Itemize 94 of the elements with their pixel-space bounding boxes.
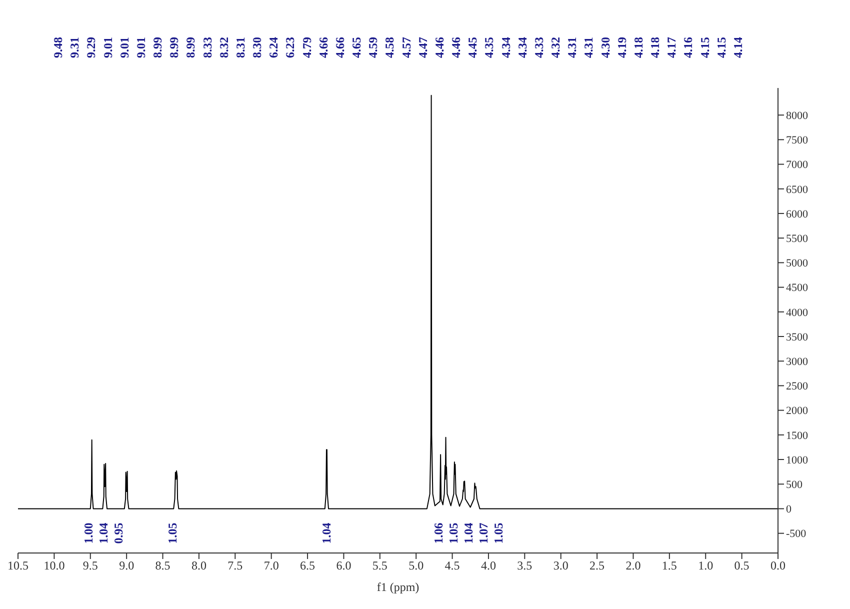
text: 8.31: [233, 37, 248, 58]
y-tick-label: 7000: [786, 159, 808, 172]
x-tick-label: 4.5: [444, 558, 460, 573]
text: 4.30: [598, 37, 612, 58]
x-tick-label: 6.0: [336, 558, 352, 573]
text: 9.31: [68, 37, 82, 58]
y-tick-label: 2500: [786, 380, 808, 393]
text: 4.47: [416, 37, 430, 58]
text: 4.65: [350, 37, 364, 58]
text: 4.34: [515, 37, 530, 58]
text: 4.35: [482, 37, 496, 58]
y-tick-label: 1500: [786, 430, 808, 442]
text: 9.01: [117, 37, 132, 58]
text: 8.33: [200, 37, 214, 58]
y-tick-label: 7500: [786, 134, 808, 147]
x-tick-label: 5.5: [372, 558, 388, 573]
text: 4.15: [698, 37, 712, 58]
annotation: 1.05: [492, 522, 506, 544]
x-tick-label: 7.0: [264, 558, 279, 573]
text: 4.18: [631, 37, 646, 58]
y-tick-label: 6500: [786, 184, 808, 196]
annotation: 1.05: [446, 522, 461, 544]
text: 4.16: [681, 37, 696, 58]
y-tick-label: -500: [786, 528, 807, 540]
x-tick-label: 3.5: [517, 558, 532, 573]
text: 8.99: [184, 37, 198, 58]
text: 4.66: [316, 37, 330, 58]
x-axis-title: f1 (ppm): [376, 580, 420, 594]
x-tick-label: 5.0: [408, 558, 424, 573]
annotation: 1.04: [320, 522, 334, 544]
text: 4.59: [366, 37, 380, 58]
text: 8.30: [250, 37, 264, 58]
text: 9.01: [100, 37, 115, 58]
text: 4.33: [532, 37, 546, 58]
text: 4.58: [382, 37, 397, 58]
text: 6.24: [266, 37, 281, 58]
x-tick-label: 10.0: [44, 558, 65, 573]
text: 4.31: [582, 37, 596, 58]
annotation: 1.07: [476, 522, 491, 544]
text: 8.99: [167, 37, 182, 58]
text: 4.46: [449, 37, 464, 58]
text: 4.14: [731, 37, 745, 58]
y-tick-label: 3000: [786, 356, 808, 368]
y-tick-label: 4500: [786, 282, 808, 294]
x-tick-label: 3.0: [553, 558, 568, 573]
text: 4.34: [498, 37, 513, 58]
x-tick-label: 7.5: [228, 558, 243, 573]
x-tick-label: 9.0: [119, 558, 134, 573]
annotation: 0.95: [111, 522, 126, 544]
annotation: 1.06: [432, 522, 446, 544]
text: 8.32: [216, 37, 231, 58]
y-tick-label: 6000: [786, 208, 808, 220]
x-tick-label: 9.5: [82, 558, 98, 573]
annotation: 1.04: [96, 522, 110, 544]
x-tick-label: 1.0: [698, 558, 714, 573]
text: 4.15: [714, 37, 728, 58]
text: 4.17: [664, 37, 679, 58]
annotation: 1.05: [165, 522, 180, 544]
y-tick-label: 500: [786, 479, 803, 492]
text: 6.23: [283, 37, 298, 58]
y-tick-label: 0: [786, 504, 792, 516]
y-tick-label: 5500: [786, 232, 808, 245]
x-tick-label: 1.5: [662, 558, 677, 573]
x-tick-label: 2.0: [626, 558, 641, 573]
x-tick-label: 6.5: [300, 558, 316, 573]
x-tick-label: 10.5: [8, 558, 28, 573]
annotation: 1.00: [81, 522, 96, 544]
x-tick-label: 4.0: [480, 558, 496, 573]
text: 9.29: [84, 37, 98, 58]
text: 4.31: [565, 37, 580, 58]
text: 9.48: [51, 37, 65, 58]
y-tick-label: 3500: [786, 331, 808, 344]
line-series: [18, 94, 778, 510]
x-tick-label: 0.5: [734, 558, 750, 573]
text: 4.19: [614, 37, 629, 58]
text: 4.45: [466, 37, 480, 58]
text: 4.79: [300, 37, 314, 58]
text: 4.32: [548, 37, 563, 58]
text: 9.01: [134, 37, 148, 58]
x-tick-label: 8.5: [155, 558, 170, 573]
text: 4.57: [399, 37, 414, 58]
y-tick-label: 2000: [786, 405, 808, 418]
text: 4.18: [648, 37, 662, 58]
annotation: 1.04: [462, 522, 476, 544]
y-tick-label: 1000: [786, 454, 808, 466]
x-tick-label: 2.5: [590, 558, 605, 573]
x-tick-label: 0.0: [770, 558, 786, 573]
y-tick-label: 5000: [786, 258, 808, 270]
x-tick-label: 8.0: [191, 558, 206, 573]
text: 8.99: [150, 37, 165, 58]
text: 4.66: [332, 37, 347, 58]
y-tick-label: 4000: [786, 306, 808, 319]
y-tick-label: 8000: [786, 110, 808, 122]
text: 4.46: [432, 37, 446, 58]
